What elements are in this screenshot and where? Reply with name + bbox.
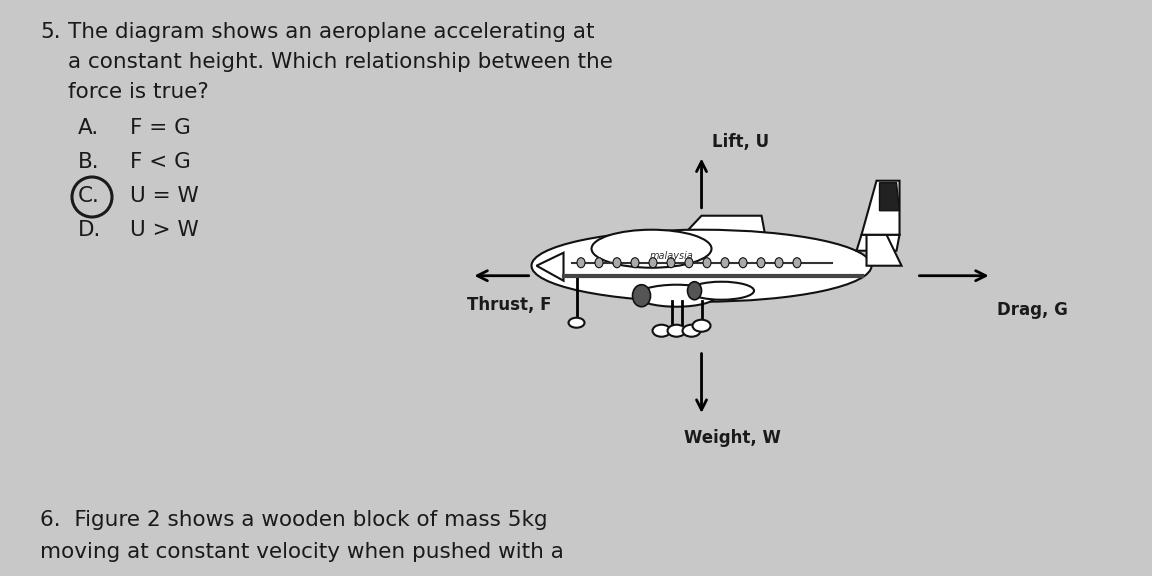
- Polygon shape: [879, 183, 900, 211]
- Ellipse shape: [685, 257, 694, 268]
- Ellipse shape: [652, 325, 670, 337]
- Text: The diagram shows an aeroplane accelerating at: The diagram shows an aeroplane accelerat…: [68, 22, 594, 42]
- Ellipse shape: [613, 257, 621, 268]
- Ellipse shape: [688, 282, 702, 300]
- Text: 5.: 5.: [40, 22, 61, 42]
- Ellipse shape: [738, 257, 746, 268]
- Text: force is true?: force is true?: [68, 82, 209, 102]
- Text: a constant height. Which relationship between the: a constant height. Which relationship be…: [68, 52, 613, 72]
- Polygon shape: [862, 181, 900, 235]
- Ellipse shape: [631, 257, 639, 268]
- Ellipse shape: [775, 257, 783, 268]
- Text: moving at constant velocity when pushed with a: moving at constant velocity when pushed …: [40, 542, 563, 562]
- Ellipse shape: [594, 257, 602, 268]
- Polygon shape: [857, 235, 900, 251]
- Text: C.: C.: [78, 186, 100, 206]
- Text: D.: D.: [78, 220, 101, 240]
- Text: U = W: U = W: [130, 186, 199, 206]
- Ellipse shape: [793, 257, 801, 268]
- Ellipse shape: [667, 257, 675, 268]
- Ellipse shape: [577, 257, 585, 268]
- Text: Weight, W: Weight, W: [683, 429, 780, 447]
- Text: F = G: F = G: [130, 118, 191, 138]
- Text: 6.  Figure 2 shows a wooden block of mass 5kg: 6. Figure 2 shows a wooden block of mass…: [40, 510, 547, 530]
- Ellipse shape: [649, 257, 657, 268]
- Ellipse shape: [757, 257, 765, 268]
- Text: B.: B.: [78, 152, 99, 172]
- Ellipse shape: [689, 282, 755, 300]
- Text: Drag, G: Drag, G: [996, 301, 1068, 319]
- Ellipse shape: [692, 320, 711, 332]
- Ellipse shape: [637, 285, 717, 307]
- Ellipse shape: [531, 230, 872, 302]
- Text: Lift, U: Lift, U: [712, 132, 768, 151]
- Ellipse shape: [721, 257, 729, 268]
- Text: U > W: U > W: [130, 220, 199, 240]
- Polygon shape: [866, 235, 902, 266]
- Ellipse shape: [569, 318, 584, 328]
- Text: Thrust, F: Thrust, F: [467, 295, 551, 314]
- Ellipse shape: [682, 325, 700, 337]
- Text: F < G: F < G: [130, 152, 191, 172]
- Text: malaysia: malaysia: [650, 251, 694, 261]
- Ellipse shape: [703, 257, 711, 268]
- Ellipse shape: [667, 325, 685, 337]
- Text: A.: A.: [78, 118, 99, 138]
- Ellipse shape: [591, 230, 712, 268]
- Ellipse shape: [632, 285, 651, 307]
- Polygon shape: [537, 253, 563, 281]
- Polygon shape: [652, 216, 772, 269]
